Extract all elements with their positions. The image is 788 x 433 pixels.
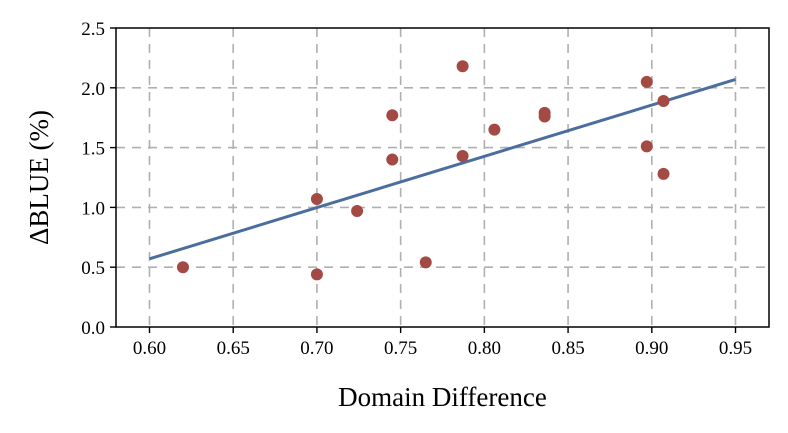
data-point: [538, 110, 551, 123]
data-point: [456, 149, 469, 162]
data-point: [456, 60, 469, 73]
data-point: [640, 75, 653, 88]
grid: [116, 28, 769, 327]
x-tick-label: 0.75: [384, 338, 417, 359]
y-axis-ticks: 0.0 0.5 1.0 1.5 2.0 2.5: [81, 19, 116, 339]
y-tick-label: 0.5: [81, 258, 105, 279]
data-point: [386, 153, 399, 166]
x-tick-label: 0.80: [468, 338, 501, 359]
x-tick-label: 0.60: [133, 338, 166, 359]
y-tick-label: 1.5: [81, 139, 105, 160]
fit-line: [149, 77, 736, 261]
data-point: [640, 140, 653, 153]
data-point: [386, 109, 399, 122]
y-tick-label: 0.0: [81, 318, 105, 339]
data-point: [419, 256, 432, 269]
data-point: [310, 193, 323, 206]
data-points: [176, 60, 670, 281]
data-point: [351, 204, 364, 217]
x-axis-ticks: 0.60 0.65 0.70 0.75 0.80 0.85 0.90 0.95: [133, 327, 752, 359]
x-axis-label: Domain Difference: [338, 382, 547, 412]
data-point: [657, 94, 670, 107]
x-tick-label: 0.90: [635, 338, 668, 359]
plot-frame: [115, 27, 770, 328]
y-axis-label: ΔBLUE (%): [24, 110, 54, 245]
y-tick-label: 1.0: [81, 198, 105, 219]
x-tick-label: 0.65: [217, 338, 250, 359]
y-tick-label: 2.0: [81, 79, 105, 100]
data-point: [176, 261, 189, 274]
x-tick-label: 0.95: [719, 338, 752, 359]
x-tick-label: 0.85: [551, 338, 584, 359]
data-point: [657, 167, 670, 180]
fit-line-group: [149, 77, 736, 261]
data-point: [488, 123, 501, 136]
data-point: [310, 268, 323, 281]
x-tick-label: 0.70: [300, 338, 333, 359]
y-tick-label: 2.5: [81, 19, 105, 40]
